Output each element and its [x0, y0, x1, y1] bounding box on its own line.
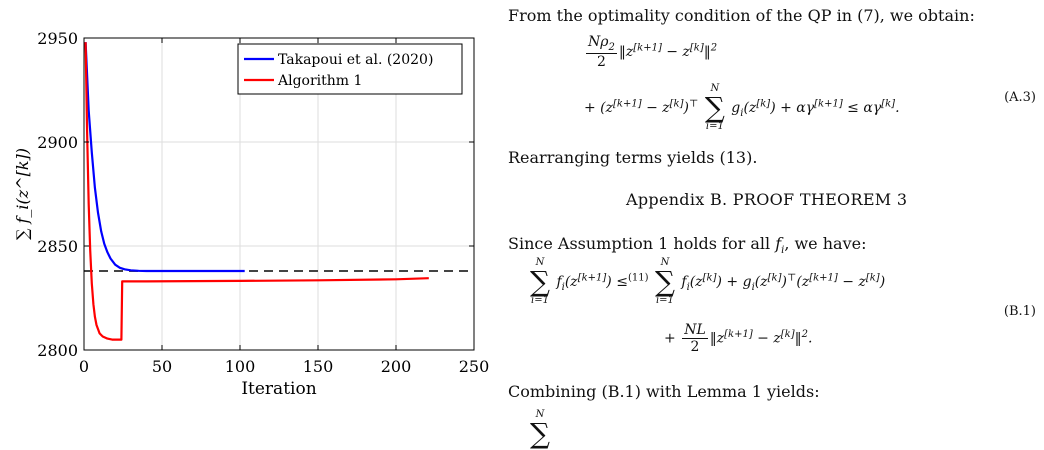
rearranging-text: Rearranging terms yields (13).: [508, 148, 758, 167]
y-tick-label: 2800: [37, 341, 78, 360]
chart-canvas: 0 50 100 150 200 250 2800 2850 2900 2950 Iteratio…: [13, 29, 489, 399]
x-axis-label: Iteration: [241, 379, 316, 399]
x-tick-label: 0: [79, 357, 89, 376]
series-line-algorithm-1: [84, 42, 429, 341]
fraction: NL 2: [682, 322, 708, 355]
x-tick-label: 250: [459, 357, 490, 376]
equation-number-b1: (B.1): [1003, 304, 1036, 319]
sum-symbol: N ∑: [530, 409, 550, 450]
y-tick-label: 2900: [37, 133, 78, 152]
f-i-symbol: fi: [775, 234, 785, 257]
equation-partial: N ∑: [528, 410, 552, 448]
series-line-takapoui-et-al-2020: [84, 42, 245, 273]
x-tick-label: 100: [225, 357, 256, 376]
x-tick-label: 50: [152, 357, 172, 376]
equation-a3-line1: Nρ2 2 ‖z[k+1] − z[k]‖2: [586, 34, 718, 70]
paper-text-column: From the optimality condition of the QP …: [508, 0, 1044, 448]
x-tick-label: 200: [381, 357, 412, 376]
x-tick-label: 150: [303, 357, 334, 376]
assumption-text: Since Assumption 1 holds for all fi, we …: [508, 234, 866, 256]
legend-entry: Takapoui et al. (2020): [278, 52, 433, 68]
equation-b1-line1: N ∑ i=1 fi(z[k+1]) ≤(11) N ∑ i=1 fi(z[k]) + …: [530, 257, 886, 306]
appendix-heading: Appendix B. PROOF THEOREM 3: [626, 190, 908, 209]
plot-frame: [83, 37, 475, 351]
sum-symbol: N ∑ i=1: [654, 257, 675, 306]
legend-entry: Algorithm 1: [277, 73, 362, 89]
since-text: Since Assumption 1 holds for all: [508, 234, 771, 253]
objective-chart: 0 50 100 150 200 250 2800 2850 2900 2950 Iteratio…: [0, 0, 500, 432]
equation-number-a3: (A.3): [1004, 90, 1036, 105]
legend: Takapoui et al. (2020) Algorithm 1: [237, 43, 463, 95]
y-tick-label: 2950: [37, 29, 78, 48]
combining-text: Combining (B.1) with Lemma 1 yields:: [508, 382, 820, 401]
y-axis-label: ∑ f_i(z^[k]): [13, 148, 32, 240]
fraction: Nρ2 2: [586, 34, 617, 70]
intro-text: From the optimality condition of the QP …: [508, 6, 975, 25]
y-tick-label: 2850: [37, 237, 78, 256]
sum-symbol: N ∑ i=1: [704, 83, 725, 132]
equation-b1-line2: + NL 2 ‖z[k+1] − z[k]‖2.: [664, 322, 813, 355]
equation-a3-line2: + (z[k+1] − z[k])⊤ N ∑ i=1 gi(z[k]) + αγ[k…: [584, 83, 900, 132]
sum-symbol: N ∑ i=1: [530, 257, 550, 306]
we-have-text: , we have:: [784, 234, 867, 253]
series-layer: [84, 42, 429, 341]
legend-box: [237, 43, 463, 95]
tick-layer: 0 50 100 150 200 250 2800 2850 2900 2950: [37, 29, 489, 376]
